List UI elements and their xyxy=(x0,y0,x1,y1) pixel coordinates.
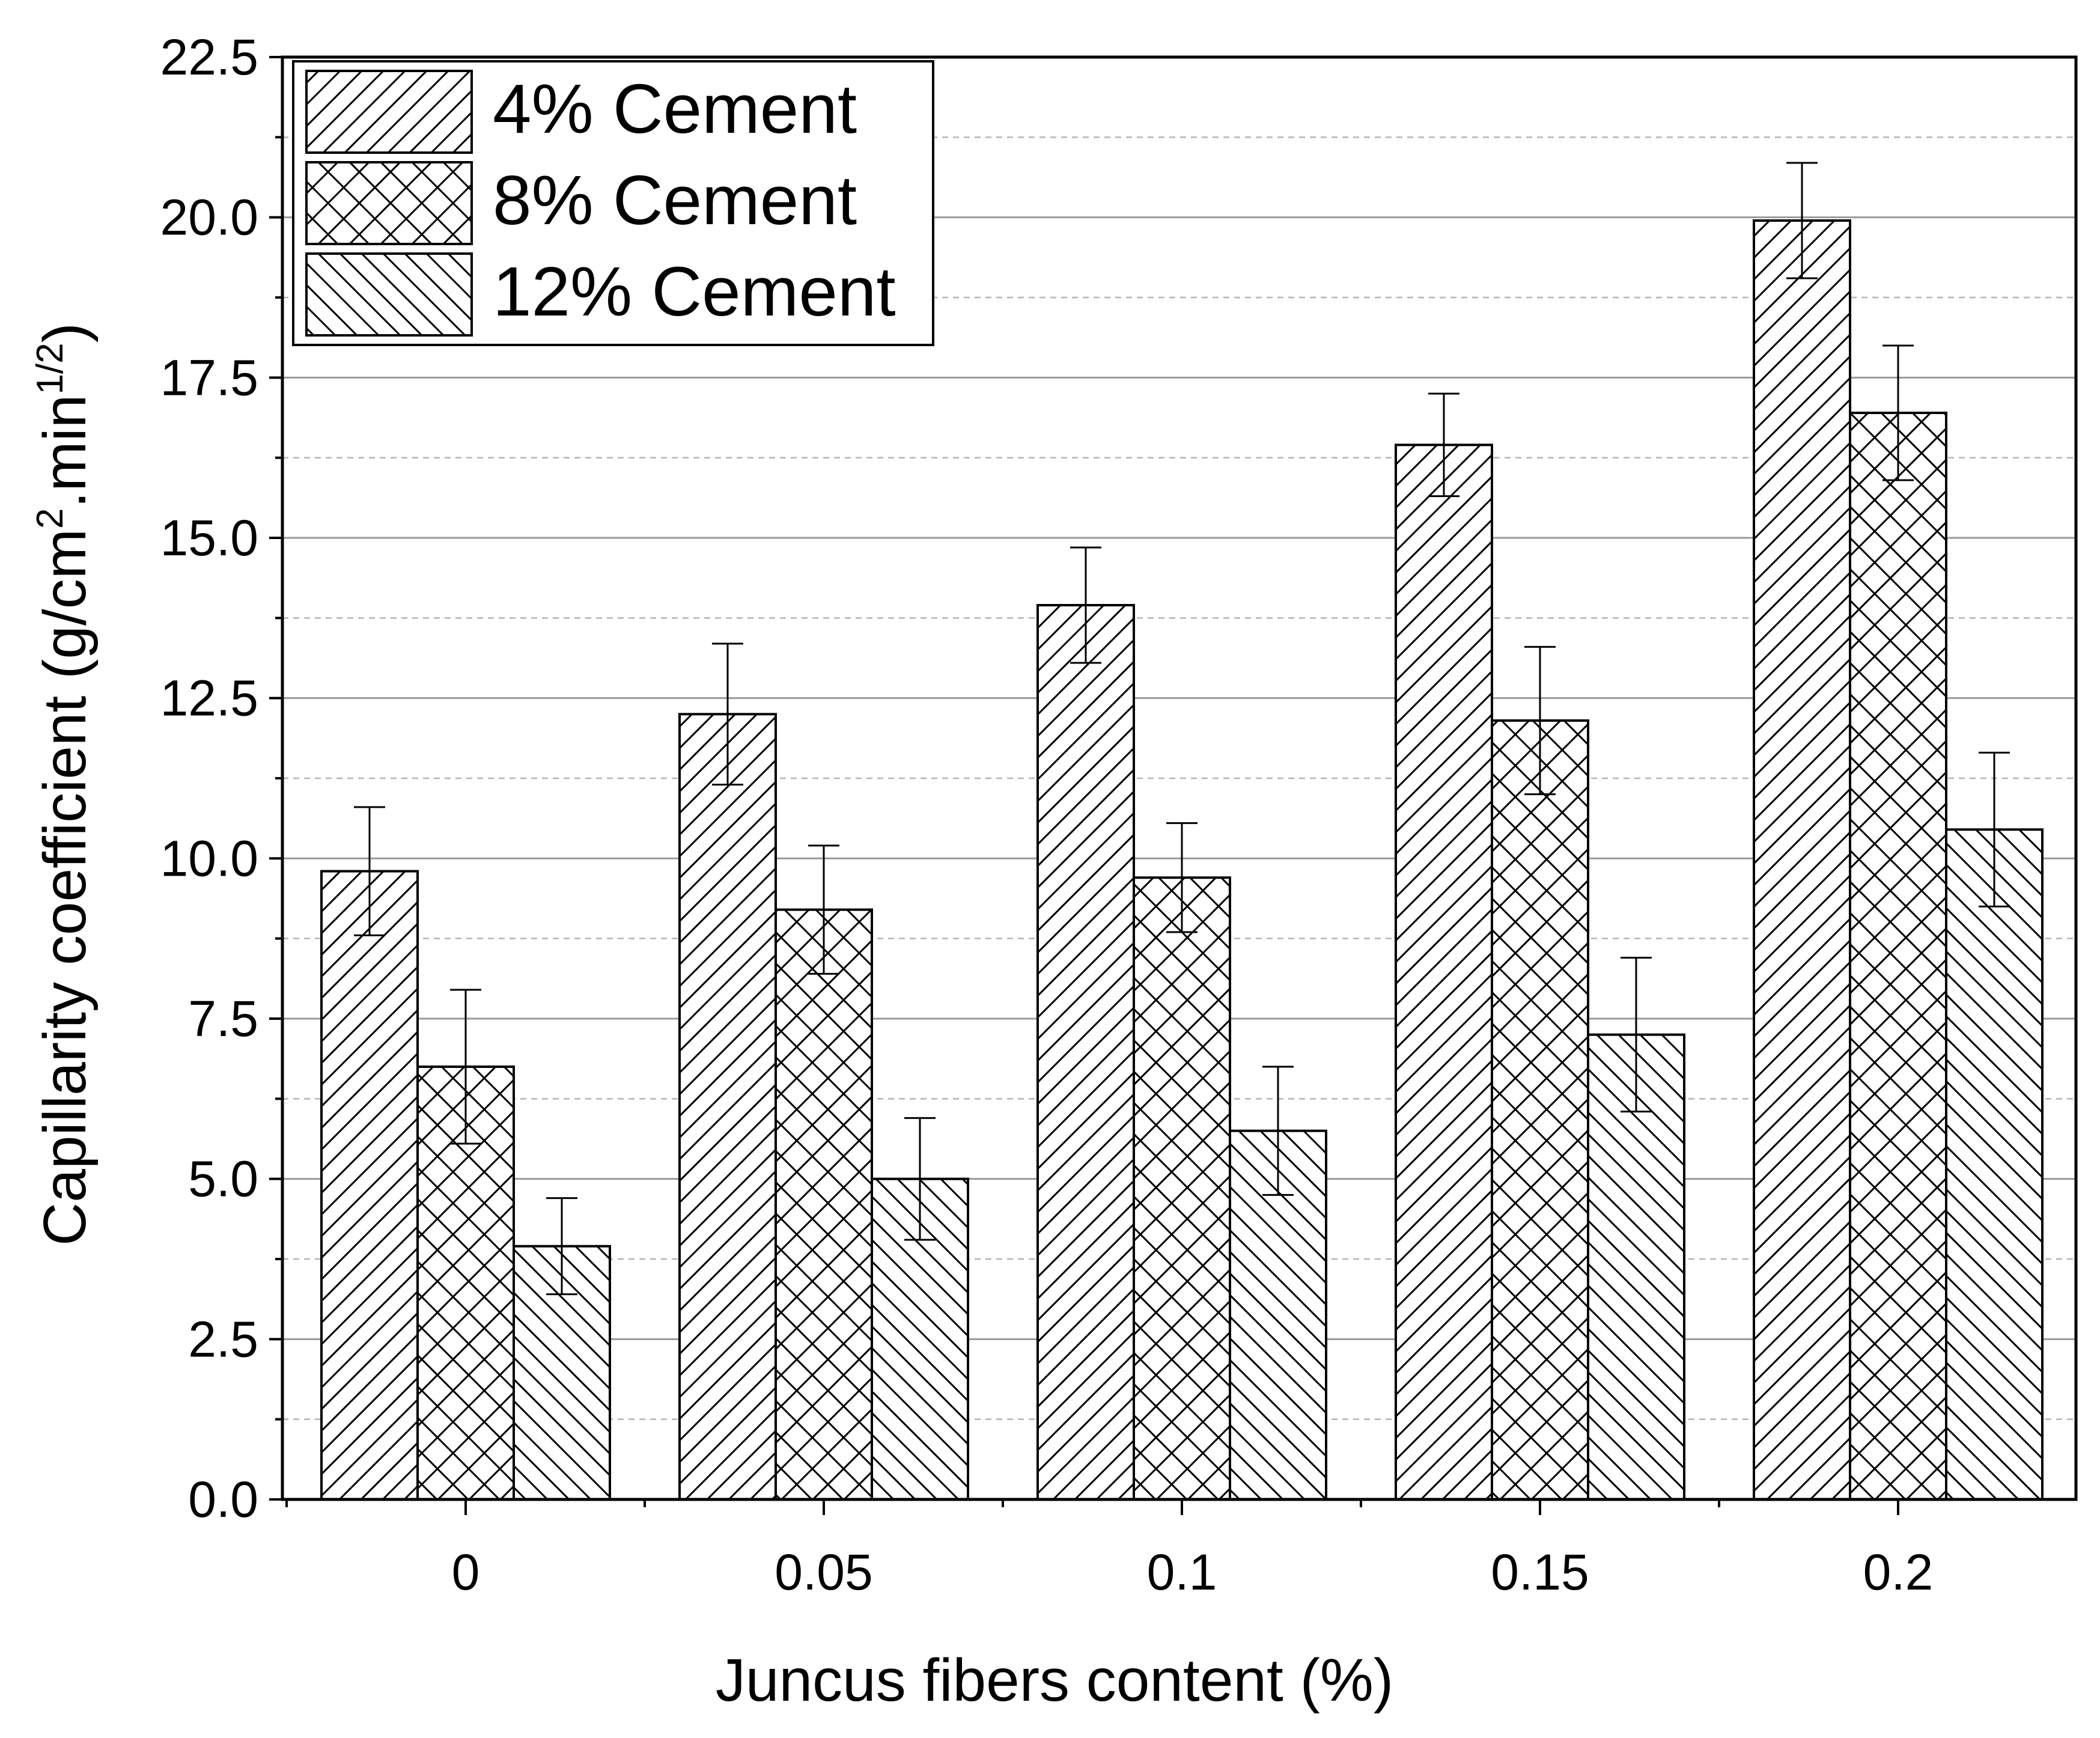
x-tick-label: 0 xyxy=(452,1544,480,1600)
bar xyxy=(1395,444,1493,1501)
bar xyxy=(1945,828,2044,1501)
error-bar xyxy=(450,989,481,1145)
y-axis-label-mid: .min xyxy=(31,395,99,508)
legend-label: 8% Cement xyxy=(493,161,857,239)
bars xyxy=(320,219,2044,1501)
y-tick-label: 5.0 xyxy=(188,1151,258,1207)
y-axis-label-sup1: 2 xyxy=(29,508,71,528)
axes xyxy=(269,55,2078,1515)
error-bar xyxy=(354,806,385,936)
x-tick-label: 0.05 xyxy=(775,1544,873,1600)
x-axis-label: Juncus fibers content (%) xyxy=(716,1647,1393,1714)
bar xyxy=(1036,604,1135,1501)
bar xyxy=(1849,412,1947,1501)
error-bar xyxy=(904,1117,936,1241)
y-tick-label: 0.0 xyxy=(188,1471,258,1528)
legend-label: 4% Cement xyxy=(493,70,857,148)
y-axis-label-end: ) xyxy=(31,323,99,343)
error-bar xyxy=(1166,822,1198,933)
y-tick-label: 20.0 xyxy=(160,189,259,246)
legend: 4% Cement 8% Cement 12% Cement xyxy=(292,60,934,346)
error-bar xyxy=(546,1197,577,1296)
error-bar xyxy=(1428,392,1459,498)
x-tick-label: 0.1 xyxy=(1147,1544,1217,1600)
error-bar xyxy=(1882,344,1914,481)
y-tick-label: 22.5 xyxy=(160,29,259,85)
x-tick-label: 0.2 xyxy=(1863,1544,1934,1600)
error-bar xyxy=(1524,645,1556,796)
bar xyxy=(1753,219,1851,1501)
y-tick-label: 15.0 xyxy=(160,510,259,566)
y-tick-label: 2.5 xyxy=(188,1311,258,1367)
x-tick-label: 0.15 xyxy=(1491,1544,1589,1600)
error-bar xyxy=(1979,751,2010,907)
y-axis-label: Capillarity coefficient (g/cm2.min1/2) xyxy=(29,323,99,1246)
legend-swatch xyxy=(305,161,473,245)
error-bar xyxy=(1621,957,1652,1113)
y-axis-label-main: Capillarity coefficient (g/cm xyxy=(31,529,99,1246)
error-bars xyxy=(354,162,2010,1296)
bar xyxy=(1133,876,1231,1501)
bar xyxy=(678,713,777,1501)
error-bar xyxy=(1070,546,1101,664)
tick-labels: 0.0 2.5 5.0 7.5 10.0 12.5 15.0 17.5 20.0 22.5 0 0.0… xyxy=(160,29,1934,1600)
bar xyxy=(320,870,419,1501)
y-axis-label-sup2: 1/2 xyxy=(29,343,71,394)
error-bar xyxy=(1786,162,1818,279)
error-bar xyxy=(712,642,743,786)
y-tick-label: 12.5 xyxy=(160,670,259,727)
y-tick-label: 7.5 xyxy=(188,990,258,1047)
y-tick-label: 10.0 xyxy=(160,830,259,886)
error-bar xyxy=(808,844,839,975)
bar xyxy=(775,908,873,1501)
legend-swatch xyxy=(305,252,473,337)
legend-swatch xyxy=(305,70,473,154)
legend-label: 12% Cement xyxy=(493,252,896,331)
bar xyxy=(1491,719,1589,1501)
y-tick-label: 17.5 xyxy=(160,349,259,406)
error-bar xyxy=(1262,1066,1294,1196)
